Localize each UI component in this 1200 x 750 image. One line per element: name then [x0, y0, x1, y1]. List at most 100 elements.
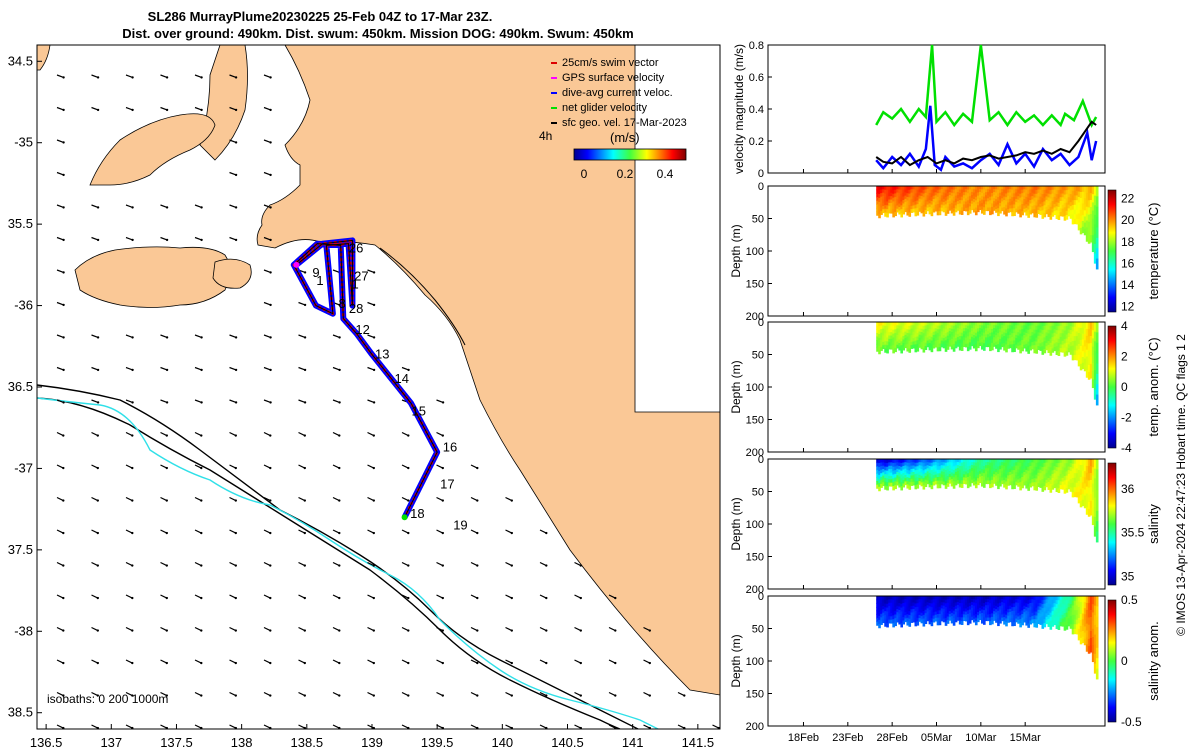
section-cell — [1003, 476, 1006, 481]
section-cell — [981, 206, 984, 211]
section-cell — [981, 199, 984, 204]
section-cell — [1021, 459, 1024, 464]
section-cell — [944, 484, 948, 489]
section-cell — [880, 603, 883, 608]
section-cell — [1079, 488, 1083, 496]
section-cell — [1039, 459, 1043, 464]
section-cell — [964, 468, 968, 472]
section-cell — [995, 344, 998, 349]
section-cell — [978, 191, 982, 196]
section-cell — [1029, 332, 1032, 337]
section-cell — [918, 608, 922, 613]
section-cell — [1053, 329, 1057, 334]
section-cell — [908, 204, 912, 210]
section-cell — [918, 337, 922, 342]
section-ytick-label: 150 — [746, 279, 764, 291]
section-cell — [1059, 208, 1063, 213]
section-cell — [1079, 631, 1083, 639]
section-cell — [950, 462, 954, 467]
section-cell — [1019, 599, 1022, 605]
section-cell — [1057, 621, 1061, 626]
vector-arrow-head — [165, 401, 169, 404]
vector-arrow-head — [96, 238, 100, 242]
section-cell — [978, 473, 982, 478]
section-cell — [997, 344, 1000, 349]
section-cell — [892, 478, 895, 483]
section-cell — [1025, 347, 1028, 352]
section-cell — [886, 209, 889, 214]
section-cell — [1087, 186, 1091, 194]
section-cell — [1081, 625, 1085, 632]
section-cell — [1089, 624, 1093, 632]
section-cell — [1061, 193, 1065, 198]
section-cell — [930, 466, 934, 471]
section-cell — [936, 603, 940, 608]
section-cell — [952, 469, 956, 475]
section-cell — [1003, 620, 1006, 625]
vector-arrow-head — [510, 564, 514, 567]
section-cell — [1089, 610, 1093, 618]
section-cell — [956, 617, 960, 621]
section-cell — [932, 328, 936, 333]
section-cell — [930, 344, 934, 349]
section-cell — [1093, 341, 1097, 352]
section-cell — [906, 606, 910, 612]
section-cell — [1061, 197, 1065, 202]
section-cell — [888, 612, 891, 617]
section-cell — [974, 599, 978, 604]
section-cell — [1053, 347, 1057, 352]
section-cell — [920, 335, 924, 340]
section-cell — [1043, 615, 1047, 620]
vector-arrow-head — [269, 271, 272, 274]
section-cell — [1009, 471, 1012, 476]
section-cell — [1059, 197, 1063, 202]
section-cell — [936, 340, 940, 345]
section-cell — [1093, 253, 1097, 264]
section-cell — [954, 471, 958, 476]
section-cell — [1059, 466, 1063, 471]
vector-arrow-head — [131, 726, 134, 729]
section-cell — [1063, 596, 1067, 601]
section-cell — [1091, 645, 1095, 654]
section-cell — [950, 606, 954, 610]
section-cell — [958, 479, 962, 484]
section-cell — [968, 328, 972, 333]
section-cell — [1073, 619, 1077, 625]
section-cell — [944, 459, 948, 464]
section-cell — [983, 476, 986, 481]
section-cell — [1047, 622, 1051, 627]
section-cell — [910, 209, 914, 213]
section-cell — [882, 465, 885, 470]
vector-arrow-head — [165, 336, 169, 339]
section-cell — [1017, 196, 1020, 201]
section-cell — [892, 209, 895, 214]
section-cell — [888, 469, 891, 473]
section-cell — [940, 474, 944, 479]
section-cell — [1053, 196, 1057, 201]
section-cell — [1061, 208, 1065, 213]
section-cell — [920, 345, 924, 350]
section-cell — [1049, 475, 1053, 481]
section-cell — [928, 613, 932, 618]
section-cell — [976, 331, 980, 336]
section-cell — [1077, 628, 1081, 635]
section-cell — [896, 205, 899, 210]
section-cell — [938, 329, 942, 334]
section-cell — [952, 610, 956, 615]
section-cell — [1073, 322, 1077, 328]
section-cell — [916, 480, 920, 485]
section-cell — [993, 207, 996, 211]
section-cell — [983, 196, 986, 201]
section-cell — [950, 192, 954, 197]
vector-arrow-head — [200, 694, 203, 697]
section-cell — [1061, 201, 1065, 206]
section-cell — [888, 606, 891, 610]
section-cell — [924, 465, 928, 470]
section-cell — [1031, 342, 1035, 346]
section-cell — [1043, 596, 1047, 601]
vector-arrow-head — [96, 531, 100, 535]
vector-arrow-head — [234, 76, 238, 79]
section-cell — [902, 476, 906, 481]
section-cell — [1067, 618, 1071, 623]
